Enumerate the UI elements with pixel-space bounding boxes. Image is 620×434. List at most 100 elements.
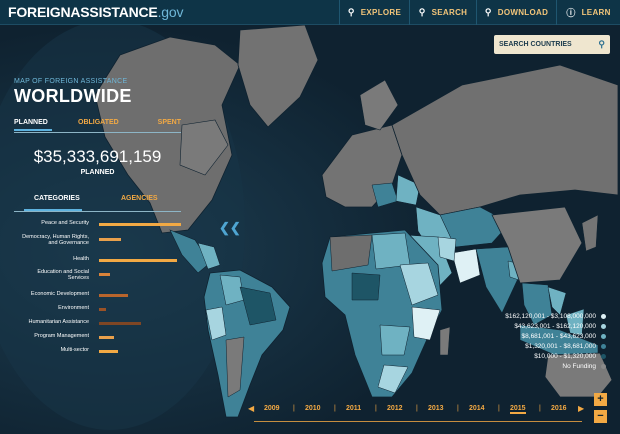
nav-download[interactable]: ⚲ DOWNLOAD	[476, 0, 556, 25]
region-central-america	[169, 229, 211, 274]
tab-obligated[interactable]: OBLIGATED	[78, 119, 119, 126]
legend-item: $162,120,001 - $3,108,000,000	[470, 313, 610, 323]
year-2014[interactable]: 2014	[469, 405, 485, 412]
year-2012[interactable]: 2012	[387, 405, 403, 412]
category-label: Economic Development	[30, 291, 89, 297]
funding-legend: $162,120,001 - $3,108,000,000 $43,623,001…	[470, 313, 610, 373]
legend-label: $43,623,001 - $162,120,000	[514, 323, 596, 330]
category-row[interactable]: Environment	[0, 305, 200, 318]
nav-explore[interactable]: ⚲ EXPLORE	[339, 0, 409, 25]
search-icon[interactable]: ⚲	[598, 39, 605, 49]
view-tabs: CATEGORIES AGENCIES	[14, 194, 181, 212]
total-amount: $35,333,691,159	[33, 147, 162, 166]
legend-item: $43,623,001 - $162,120,000	[470, 323, 610, 333]
legend-swatch	[601, 364, 606, 369]
zoom-in-button[interactable]: +	[594, 393, 607, 406]
category-bar	[99, 336, 114, 339]
legend-item: $1,320,001 - $8,681,000	[470, 343, 610, 353]
category-label: Multi-sector	[60, 347, 89, 353]
year-separator: |	[334, 405, 336, 412]
year-2016[interactable]: 2016	[551, 405, 567, 412]
zoom-out-button[interactable]: −	[594, 410, 607, 423]
year-timeline: ◀ ▶ 2009 | 2010 | 2011 | 2012 | 2013 | 2014 | 2015 | 2…	[242, 402, 594, 422]
nav-search-label: SEARCH	[431, 8, 468, 17]
year-2013[interactable]: 2013	[428, 405, 444, 412]
timeline-prev-icon[interactable]: ◀	[248, 404, 255, 413]
category-bar	[99, 273, 110, 276]
year-separator: |	[416, 405, 418, 412]
year-separator: |	[293, 405, 295, 412]
legend-item: No Funding	[470, 363, 610, 373]
category-row[interactable]: Economic Development	[0, 291, 200, 304]
category-label: Peace and Security	[41, 220, 89, 226]
year-separator: |	[457, 405, 459, 412]
legend-label: $1,320,001 - $8,681,000	[525, 343, 596, 350]
category-row[interactable]: Program Management	[0, 333, 200, 346]
category-label: Program Management	[34, 333, 89, 339]
year-2009[interactable]: 2009	[264, 405, 280, 412]
collapse-panel-icon[interactable]: ❮❮	[219, 220, 241, 235]
page-title: WORLDWIDE	[14, 86, 132, 106]
legend-swatch	[601, 334, 606, 339]
tab-categories[interactable]: CATEGORIES	[24, 195, 82, 211]
legend-label: $162,120,001 - $3,108,000,000	[505, 313, 596, 320]
region-russia	[391, 64, 619, 216]
nav-learn-label: LEARN	[581, 8, 611, 17]
category-label: Humanitarian Assistance	[28, 319, 89, 325]
category-bar	[99, 238, 121, 241]
search-countries-input[interactable]: SEARCH COUNTRIES ⚲	[494, 35, 610, 54]
category-row[interactable]: Education and Social Services	[0, 269, 200, 283]
category-label: Education and Social Services	[37, 269, 89, 281]
category-row[interactable]: Health	[0, 256, 200, 269]
timeline-next-icon[interactable]: ▶	[578, 404, 585, 413]
nav-learn[interactable]: ⓘ LEARN	[556, 0, 620, 25]
top-bar: FOREIGNASSISTANCE.gov ⚲ EXPLORE ⚲ SEARCH…	[0, 0, 620, 25]
legend-label: $10,000 - $1,320,000	[534, 353, 596, 360]
map-pin-icon: ⚲	[484, 7, 492, 17]
world-map[interactable]	[0, 25, 620, 434]
category-label: Health	[73, 256, 89, 262]
category-label: Democracy, Human Rights, and Governance	[22, 234, 89, 246]
legend-item: $10,000 - $1,320,000	[470, 353, 610, 363]
legend-swatch	[601, 324, 606, 329]
search-placeholder: SEARCH COUNTRIES	[499, 41, 572, 48]
region-greenland	[237, 25, 319, 128]
year-separator: |	[498, 405, 500, 412]
nav-explore-label: EXPLORE	[360, 8, 402, 17]
category-row[interactable]: Democracy, Human Rights, and Governance	[0, 234, 200, 248]
tab-planned[interactable]: PLANNED	[14, 119, 52, 131]
category-bar	[99, 322, 141, 325]
nav-download-label: DOWNLOAD	[497, 8, 549, 17]
tab-spent[interactable]: SPENT	[157, 119, 181, 126]
tab-agencies[interactable]: AGENCIES	[121, 195, 158, 202]
brand-suffix: .gov	[157, 4, 184, 20]
legend-label: No Funding	[562, 363, 596, 370]
year-2011[interactable]: 2011	[346, 405, 362, 412]
total-amount-label: PLANNED	[80, 169, 115, 176]
brand-main: FOREIGNASSISTANCE	[8, 4, 158, 20]
category-bar	[99, 294, 128, 297]
region-north-america	[94, 36, 241, 234]
year-separator: |	[375, 405, 377, 412]
nav-search[interactable]: ⚲ SEARCH	[409, 0, 476, 25]
category-row[interactable]: Peace and Security	[0, 220, 200, 233]
info-icon: ⓘ	[566, 8, 576, 18]
year-separator: |	[539, 405, 541, 412]
legend-swatch	[601, 314, 606, 319]
category-bar	[99, 223, 181, 226]
map-subtitle: MAP OF FOREIGN ASSISTANCE	[14, 78, 128, 85]
category-bar	[99, 350, 118, 353]
year-2015[interactable]: 2015	[510, 405, 526, 414]
category-row[interactable]: Multi-sector	[0, 347, 200, 360]
timeline-line	[254, 421, 582, 422]
status-tabs: PLANNED OBLIGATED SPENT	[14, 118, 181, 133]
legend-label: $8,681,001 - $43,623,000	[521, 333, 596, 340]
year-2010[interactable]: 2010	[305, 405, 321, 412]
legend-item: $8,681,001 - $43,623,000	[470, 333, 610, 343]
category-label: Environment	[58, 305, 89, 311]
legend-swatch	[601, 344, 606, 349]
legend-swatch	[601, 354, 606, 359]
category-row[interactable]: Humanitarian Assistance	[0, 319, 200, 332]
map-pin-icon: ⚲	[347, 7, 355, 17]
site-logo[interactable]: FOREIGNASSISTANCE.gov	[8, 4, 183, 20]
